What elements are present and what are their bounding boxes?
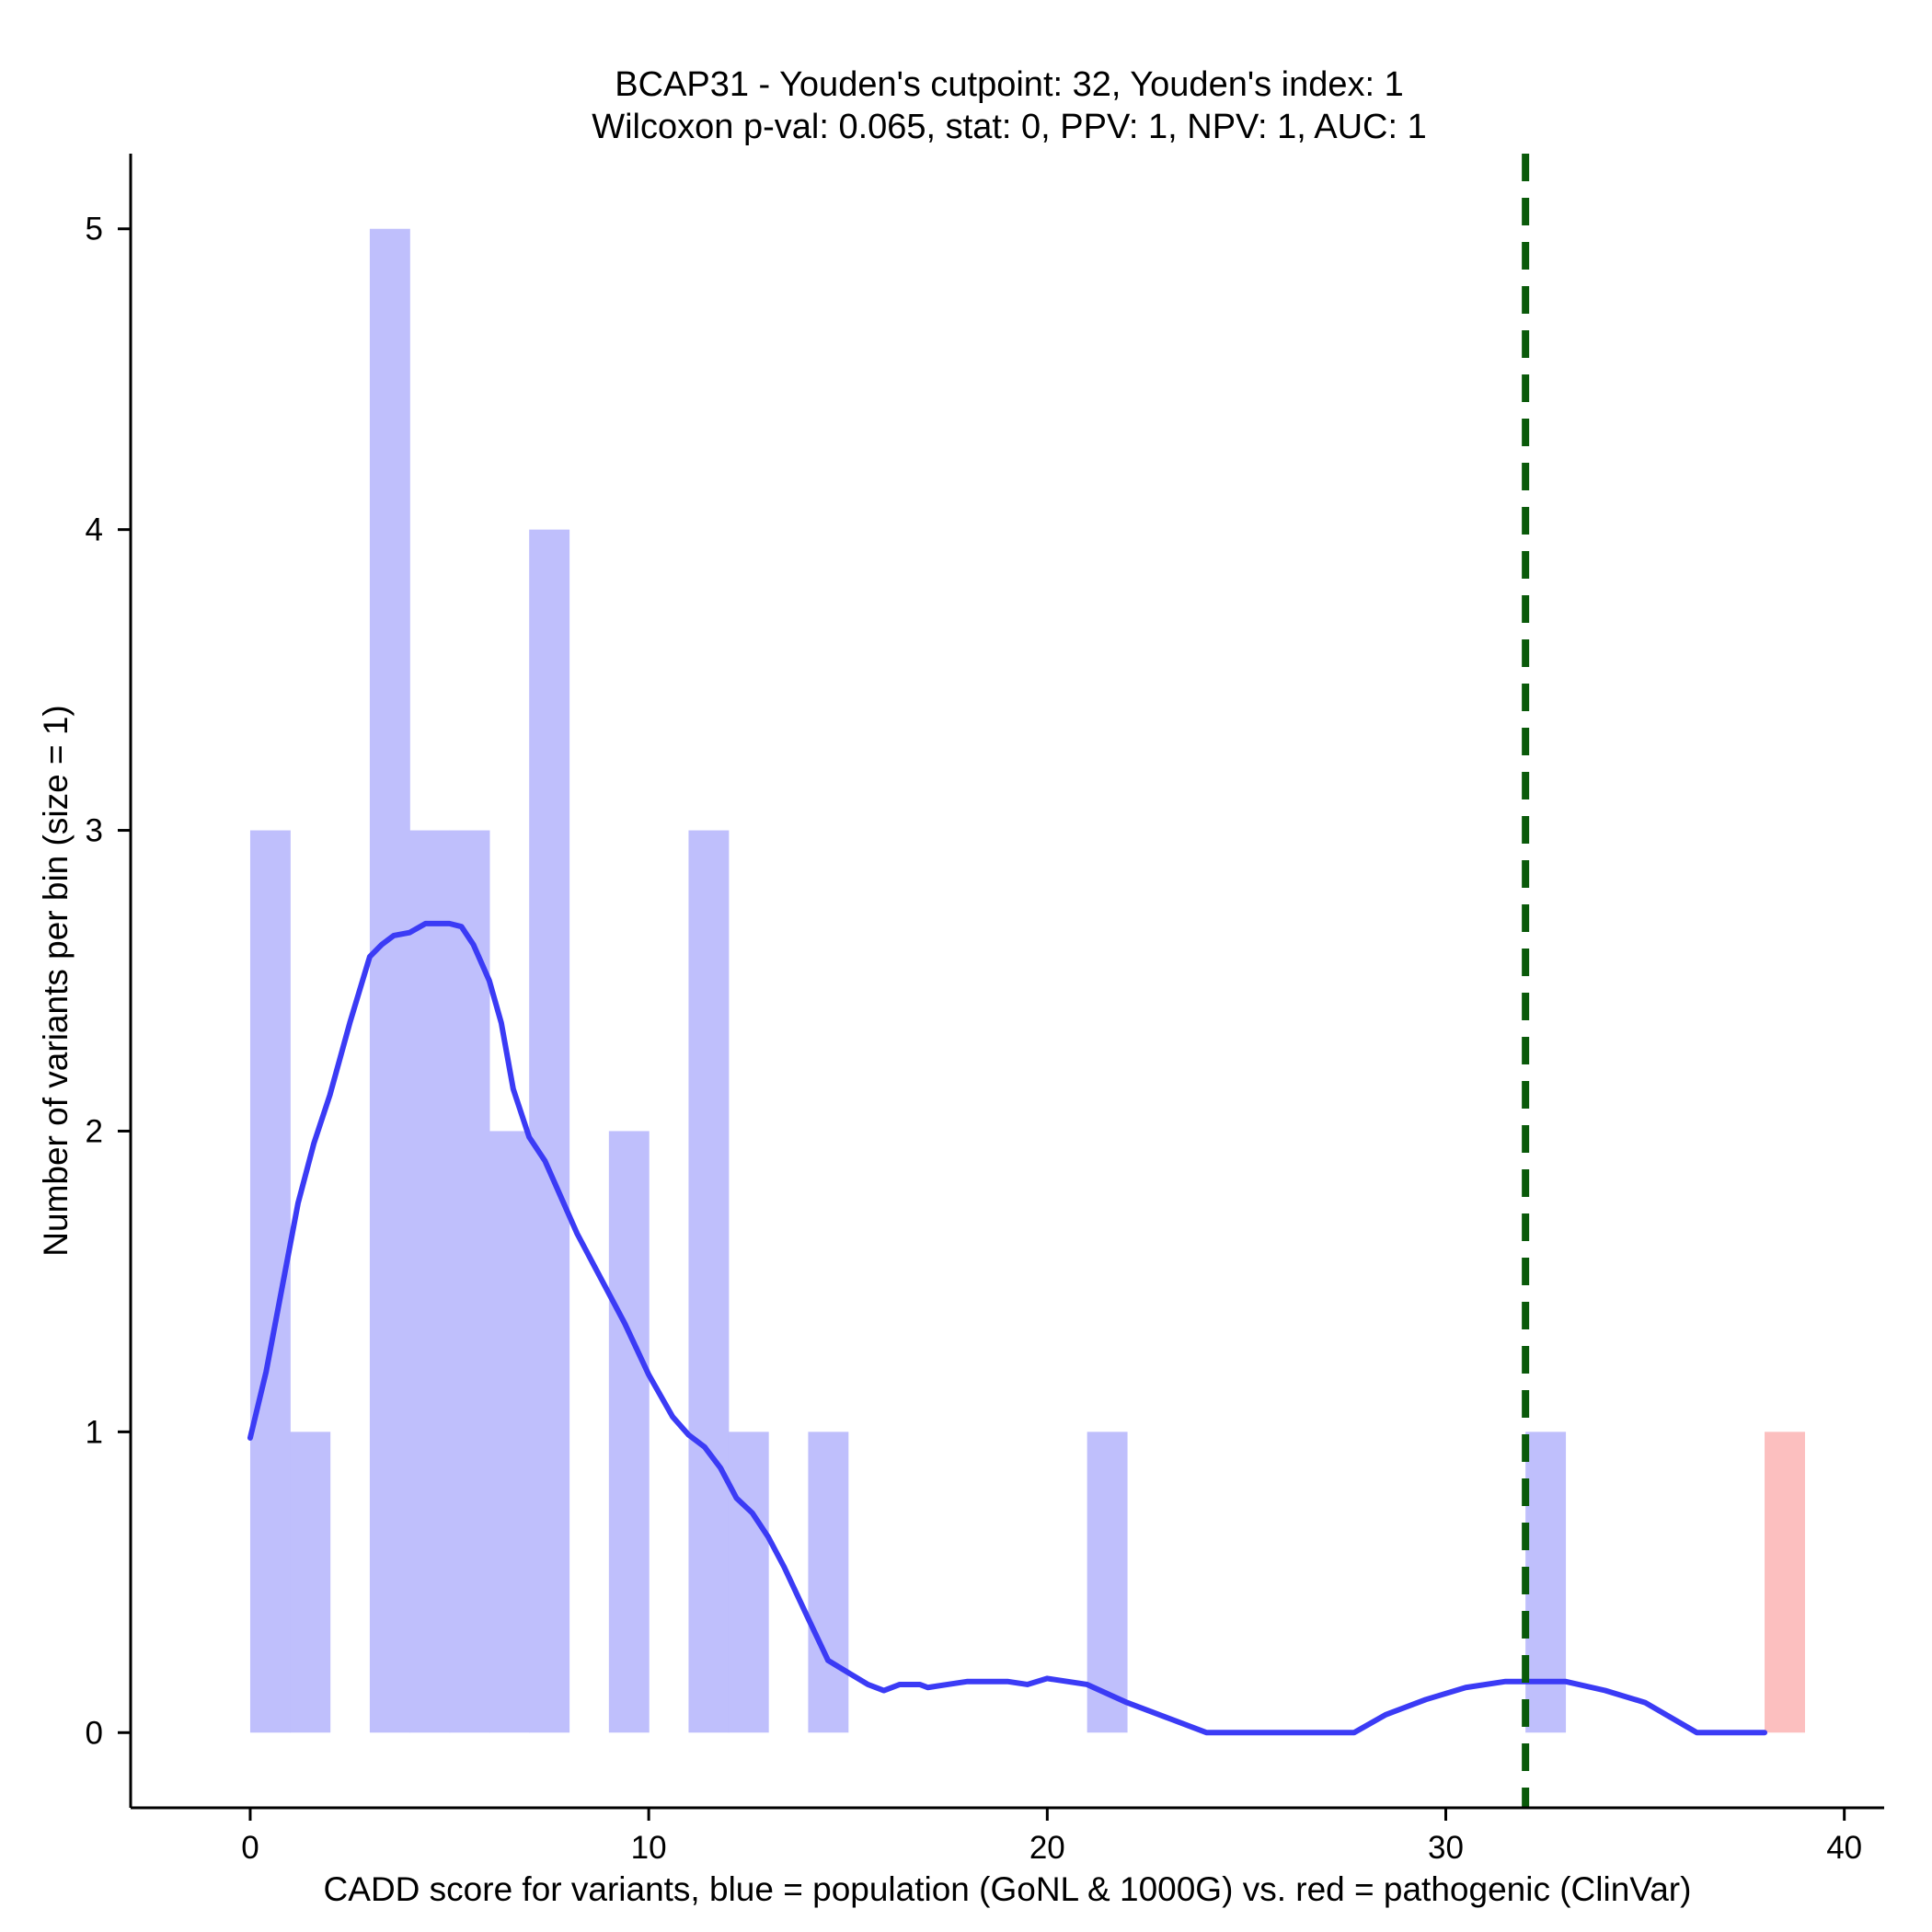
- population-bar: [489, 1131, 530, 1733]
- bars-layer: [249, 228, 1805, 1733]
- x-tick-label: 10: [631, 1830, 667, 1866]
- y-axis-title: Number of variants per bin (size = 1): [37, 705, 75, 1256]
- pathogenic-bar: [1765, 1432, 1805, 1733]
- population-bar: [688, 830, 730, 1733]
- population-bar: [449, 830, 490, 1733]
- population-bar: [1087, 1432, 1128, 1733]
- density-curve: [247, 920, 1768, 1736]
- x-tick-label: 20: [1029, 1830, 1065, 1866]
- y-tick-label: 5: [86, 212, 103, 247]
- y-tick-label: 4: [86, 512, 103, 548]
- population-bar: [808, 1432, 849, 1733]
- x-tick-label: 0: [241, 1830, 259, 1866]
- y-tick-label: 3: [86, 813, 103, 849]
- population-bar: [728, 1432, 769, 1733]
- y-tick-label: 0: [86, 1715, 103, 1751]
- y-tick-label: 2: [86, 1113, 103, 1149]
- chart-title: BCAP31 - Youden's cutpoint: 32, Youden's…: [615, 65, 1404, 104]
- population-bar: [369, 228, 410, 1733]
- x-axis-ticks: 0 10 20 30 40: [241, 1808, 1862, 1866]
- population-bar: [290, 1432, 331, 1733]
- population-bar: [608, 1131, 650, 1733]
- population-bar: [409, 830, 451, 1733]
- x-axis-title: CADD score for variants, blue = populati…: [324, 1870, 1692, 1908]
- population-bar: [529, 529, 570, 1733]
- x-tick-label: 40: [1826, 1830, 1862, 1866]
- density-layer: [247, 920, 1768, 1736]
- x-tick-label: 30: [1428, 1830, 1464, 1866]
- y-axis-ticks: 0 1 2 3 4 5: [86, 212, 131, 1751]
- y-tick-label: 1: [86, 1414, 103, 1450]
- chart-subtitle: Wilcoxon p-val: 0.065, stat: 0, PPV: 1, …: [592, 108, 1426, 146]
- population-bar: [1525, 1432, 1567, 1733]
